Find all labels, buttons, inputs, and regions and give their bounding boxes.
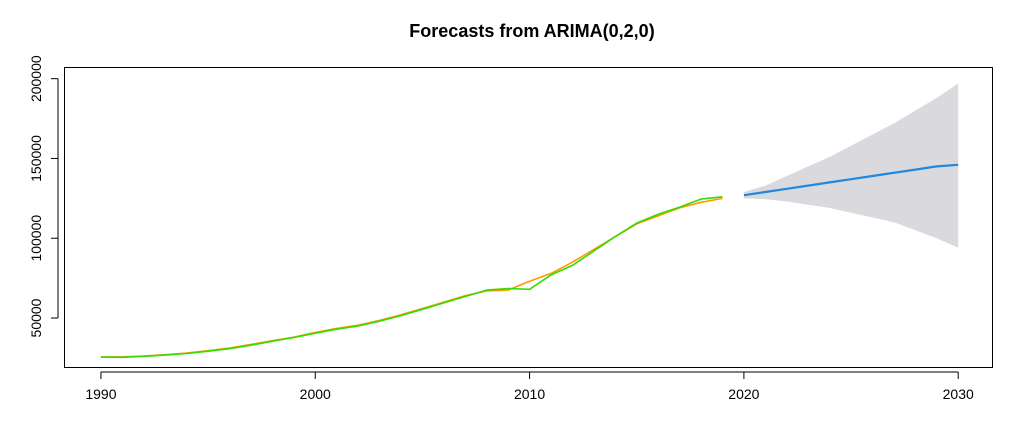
chart-title: Forecasts from ARIMA(0,2,0) [409,21,654,41]
y-axis: 50000 100000 150000 200000 [28,55,59,337]
plot-area [64,67,993,368]
series-line-2 [100,196,723,359]
x-tick-label: 2020 [728,386,759,402]
series-layer [100,163,959,359]
x-tick-label: 2010 [514,386,545,402]
series-line-3 [743,163,959,197]
y-tick-label: 100000 [28,215,44,262]
x-axis: 1990 2000 2010 2020 2030 [85,371,974,402]
x-tick-label: 2000 [300,386,331,402]
forecast-band-layer [743,83,959,248]
y-tick-label: 50000 [28,298,44,337]
x-tick-label: 1990 [85,386,116,402]
y-tick-label: 200000 [28,55,44,102]
x-tick-label: 2030 [943,386,974,402]
forecast-interval-band [743,83,959,248]
series-line-1 [100,197,723,358]
y-tick-label: 150000 [28,135,44,182]
